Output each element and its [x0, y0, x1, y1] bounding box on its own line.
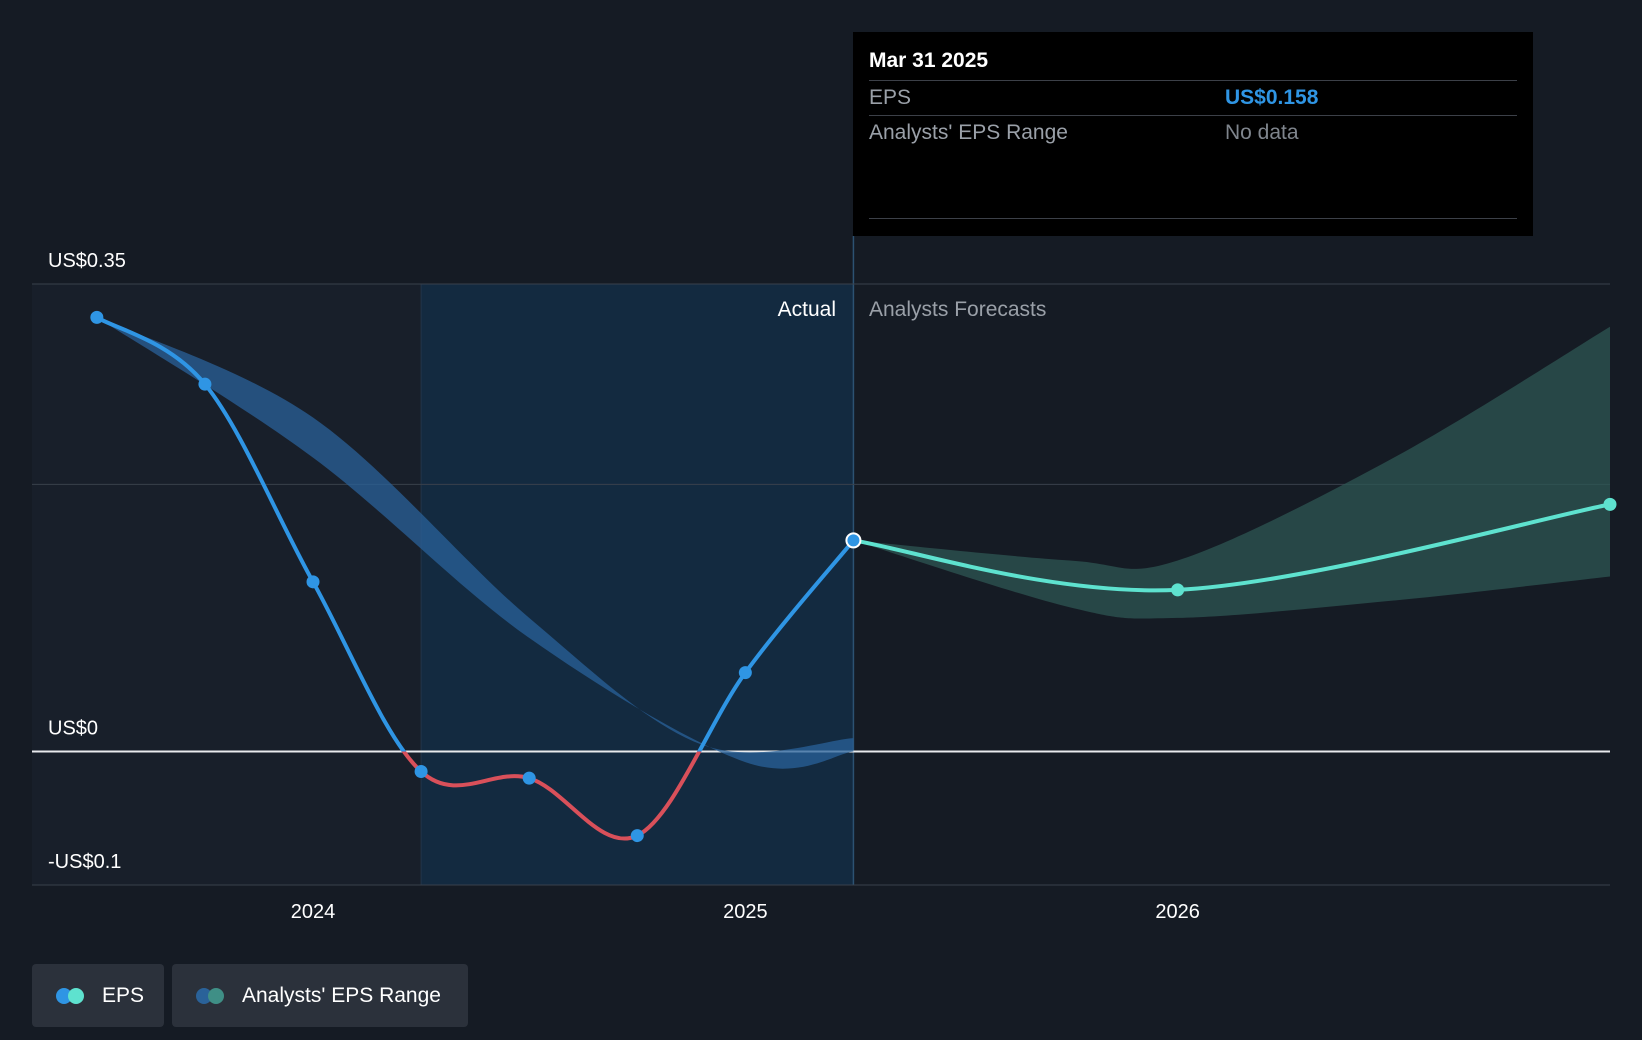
- highlight-region: [421, 284, 854, 885]
- tooltip-range-row: Analysts' EPS Range No data: [869, 116, 1517, 150]
- eps-point: [198, 377, 212, 391]
- eps-point: [522, 771, 536, 785]
- eps-forecast-point: [1171, 583, 1185, 597]
- legend-eps-button[interactable]: EPS: [32, 964, 164, 1027]
- eps-points: [90, 310, 1617, 843]
- analyst-range-forecast-area: [853, 326, 1610, 619]
- x-tick-label: 2025: [723, 901, 768, 923]
- tooltip-eps-label: EPS: [869, 86, 912, 109]
- y-tick-label: -US$0.1: [48, 851, 121, 873]
- y-tick-label: US$0.35: [48, 250, 126, 272]
- tooltip-date: Mar 31 2025: [869, 46, 1517, 81]
- x-tick-label: 2026: [1155, 901, 1200, 923]
- tooltip-divider: [869, 218, 1517, 219]
- legend-range-button[interactable]: Analysts' EPS Range: [172, 964, 468, 1027]
- y-tick-label: US$0: [48, 717, 98, 739]
- eps-point-highlighted: [845, 532, 862, 549]
- tooltip-panel: Mar 31 2025 EPS US$0.158 Analysts' EPS R…: [853, 32, 1533, 236]
- tooltip-eps-value: US$0.158: [1225, 86, 1319, 109]
- eps-forecast-line: [853, 502, 1611, 593]
- axis-labels: US$0.35 US$0 -US$0.1 2024 2025 2026: [48, 250, 1200, 923]
- eps-point: [738, 666, 752, 680]
- analyst-range-actual-area: [96, 317, 854, 769]
- legend-range-label: Analysts' EPS Range: [242, 983, 441, 1007]
- eps-point: [414, 764, 428, 778]
- eps-actual-line-positive: [95, 315, 855, 752]
- tooltip-range-label: Analysts' EPS Range: [869, 121, 1068, 144]
- eps-legend-icon: [56, 987, 88, 1004]
- analyst-range-areas: [96, 317, 1610, 769]
- actual-label: Actual: [778, 298, 836, 321]
- x-tick-label: 2024: [291, 901, 336, 923]
- eps-point: [306, 575, 320, 589]
- forecast-label: Analysts Forecasts: [869, 298, 1046, 321]
- eps-point: [630, 829, 644, 843]
- tooltip-eps-row: EPS US$0.158: [869, 81, 1517, 116]
- eps-lines: [95, 315, 1611, 841]
- eps-actual-line-negative: [401, 751, 702, 841]
- eps-forecast-point: [1603, 497, 1617, 511]
- tooltip-range-value: No data: [1225, 121, 1299, 144]
- range-legend-icon: [196, 987, 228, 1004]
- eps-point: [90, 310, 104, 324]
- legend-eps-label: EPS: [102, 983, 145, 1007]
